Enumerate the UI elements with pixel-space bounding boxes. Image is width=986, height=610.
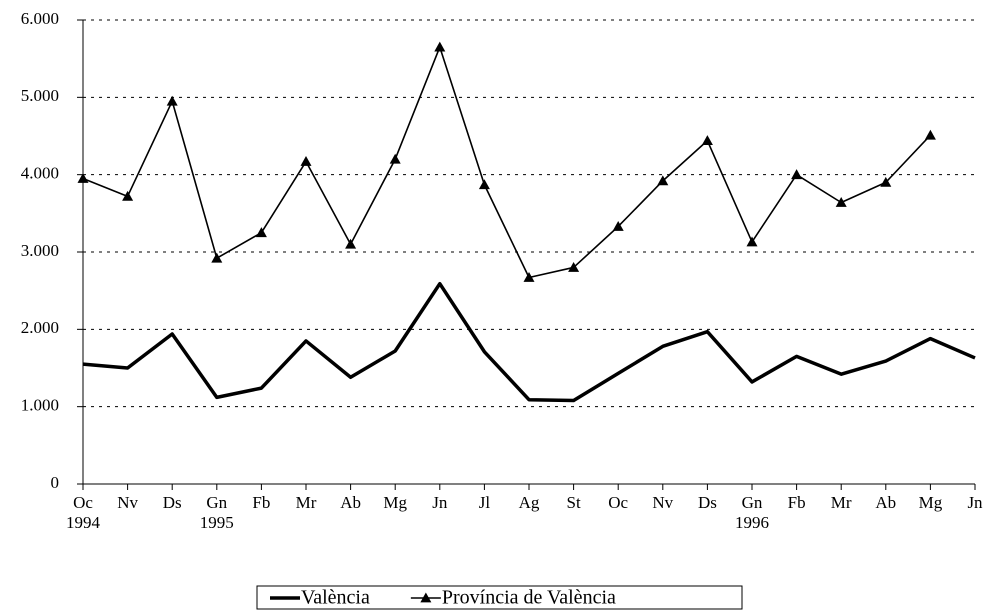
x-tick-label: Mr xyxy=(831,493,852,512)
x-year-label: 1996 xyxy=(735,513,769,532)
point-marker xyxy=(880,176,892,187)
x-tick-label: Fb xyxy=(252,493,270,512)
y-tick-label: 1.000 xyxy=(21,396,59,415)
y-tick-label: 4.000 xyxy=(21,164,59,183)
point-marker xyxy=(835,197,847,207)
x-year-label: 1995 xyxy=(200,513,234,532)
point-marker xyxy=(122,190,134,201)
legend-label: Província de València xyxy=(442,587,616,609)
x-tick-label: Ag xyxy=(519,493,540,512)
point-marker xyxy=(389,153,401,164)
legend-label: València xyxy=(301,587,370,609)
point-marker xyxy=(478,179,490,190)
y-tick-label: 3.000 xyxy=(21,241,59,260)
series-line xyxy=(82,281,976,403)
point-marker xyxy=(434,41,446,52)
x-tick-label: Ds xyxy=(698,493,717,512)
point-marker xyxy=(568,261,580,272)
x-year-label: 1994 xyxy=(66,513,101,532)
x-tick-label: Gn xyxy=(206,493,227,512)
x-tick-label: Fb xyxy=(788,493,806,512)
y-tick-label: 2.000 xyxy=(21,318,59,337)
legend-marker xyxy=(420,592,432,603)
y-tick-label: 5.000 xyxy=(21,86,59,105)
point-marker xyxy=(166,95,178,106)
point-marker xyxy=(255,227,267,238)
point-marker xyxy=(701,135,713,146)
x-tick-label: Ds xyxy=(163,493,182,512)
point-marker xyxy=(300,156,312,166)
point-marker xyxy=(657,175,669,186)
point-marker xyxy=(523,272,535,282)
x-tick-label: Nv xyxy=(652,493,673,512)
legend-box xyxy=(256,585,743,610)
point-marker xyxy=(345,238,357,249)
x-tick-label: Mg xyxy=(919,493,943,512)
x-tick-label: Nv xyxy=(117,493,138,512)
point-marker xyxy=(791,169,803,180)
y-tick-label: 6.000 xyxy=(21,9,59,28)
x-tick-label: Gn xyxy=(742,493,763,512)
x-tick-label: Oc xyxy=(608,493,628,512)
point-marker xyxy=(211,252,223,263)
point-marker xyxy=(746,236,758,247)
x-tick-label: Ab xyxy=(875,493,896,512)
x-tick-label: Mg xyxy=(383,493,407,512)
point-marker xyxy=(612,220,624,231)
x-tick-label: Jn xyxy=(432,493,448,512)
x-tick-label: Jn xyxy=(967,493,983,512)
x-tick-label: Jl xyxy=(479,493,491,512)
point-marker xyxy=(924,129,936,140)
series-line xyxy=(82,46,931,279)
x-tick-label: Mr xyxy=(296,493,317,512)
point-marker xyxy=(77,173,89,183)
x-tick-label: Oc xyxy=(73,493,93,512)
x-tick-label: St xyxy=(567,493,581,512)
y-tick-label: 0 xyxy=(51,473,60,492)
x-tick-label: Ab xyxy=(340,493,361,512)
